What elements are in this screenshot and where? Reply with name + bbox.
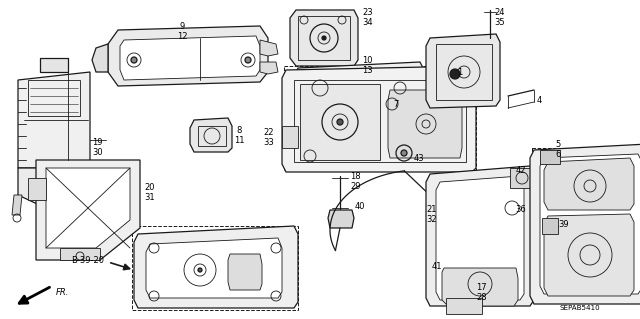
Bar bbox=[302, 74, 416, 102]
Polygon shape bbox=[388, 90, 462, 158]
Polygon shape bbox=[36, 160, 140, 260]
Bar bbox=[284, 66, 476, 170]
Text: 4: 4 bbox=[537, 96, 542, 105]
Polygon shape bbox=[300, 84, 380, 160]
Text: 22
33: 22 33 bbox=[263, 128, 274, 147]
Bar bbox=[132, 226, 298, 310]
Text: B-39-20: B-39-20 bbox=[71, 256, 104, 265]
Bar bbox=[198, 126, 226, 146]
Polygon shape bbox=[40, 58, 68, 72]
Polygon shape bbox=[530, 144, 640, 304]
Circle shape bbox=[131, 57, 137, 63]
Text: 21
32: 21 32 bbox=[426, 205, 436, 224]
Polygon shape bbox=[290, 10, 358, 66]
Polygon shape bbox=[18, 72, 90, 168]
Bar bbox=[436, 44, 492, 100]
Polygon shape bbox=[544, 158, 634, 210]
Polygon shape bbox=[436, 176, 524, 300]
Polygon shape bbox=[426, 34, 500, 108]
Polygon shape bbox=[134, 226, 298, 308]
Text: 1: 1 bbox=[457, 68, 462, 77]
Polygon shape bbox=[28, 178, 46, 200]
Bar bbox=[294, 80, 466, 162]
Polygon shape bbox=[108, 26, 268, 86]
Polygon shape bbox=[120, 36, 260, 80]
Polygon shape bbox=[426, 166, 534, 306]
Polygon shape bbox=[146, 238, 282, 298]
Text: 10
13: 10 13 bbox=[362, 56, 372, 75]
Text: 43: 43 bbox=[414, 154, 424, 163]
Circle shape bbox=[401, 150, 407, 156]
Polygon shape bbox=[328, 210, 354, 228]
Polygon shape bbox=[92, 44, 108, 72]
Polygon shape bbox=[540, 154, 640, 294]
Text: 24
35: 24 35 bbox=[494, 8, 504, 27]
Text: 19
30: 19 30 bbox=[92, 138, 102, 157]
Text: 7: 7 bbox=[393, 100, 398, 109]
Polygon shape bbox=[18, 168, 90, 210]
Polygon shape bbox=[46, 168, 130, 248]
Circle shape bbox=[450, 69, 460, 79]
Text: 36: 36 bbox=[515, 205, 525, 214]
Text: 23
34: 23 34 bbox=[362, 8, 372, 27]
Text: 41: 41 bbox=[432, 262, 442, 271]
Bar bbox=[28, 80, 80, 116]
Polygon shape bbox=[510, 168, 534, 188]
Polygon shape bbox=[540, 150, 560, 164]
Bar bbox=[298, 16, 350, 60]
Polygon shape bbox=[446, 298, 482, 314]
Circle shape bbox=[245, 57, 251, 63]
Polygon shape bbox=[282, 126, 298, 148]
Text: 20
31: 20 31 bbox=[144, 183, 155, 202]
Polygon shape bbox=[442, 268, 518, 306]
Polygon shape bbox=[12, 195, 22, 215]
Circle shape bbox=[337, 119, 343, 125]
Text: 17
28: 17 28 bbox=[476, 283, 486, 302]
Bar bbox=[532, 148, 640, 300]
Text: 8
11: 8 11 bbox=[234, 126, 244, 145]
Polygon shape bbox=[228, 254, 262, 290]
Polygon shape bbox=[190, 118, 232, 152]
Text: 40: 40 bbox=[355, 202, 365, 211]
Polygon shape bbox=[282, 66, 476, 172]
Circle shape bbox=[198, 268, 202, 272]
Polygon shape bbox=[260, 40, 278, 56]
Polygon shape bbox=[542, 218, 558, 234]
Polygon shape bbox=[260, 62, 278, 74]
Polygon shape bbox=[60, 248, 100, 260]
Polygon shape bbox=[544, 214, 634, 296]
Text: 39: 39 bbox=[558, 220, 568, 229]
Circle shape bbox=[322, 36, 326, 40]
Text: 5
6: 5 6 bbox=[555, 140, 561, 159]
Text: 9
12: 9 12 bbox=[177, 22, 188, 41]
Text: 42: 42 bbox=[516, 166, 527, 175]
Polygon shape bbox=[294, 62, 424, 110]
Text: FR.: FR. bbox=[56, 288, 69, 297]
Text: SEPAB5410: SEPAB5410 bbox=[560, 305, 600, 311]
Text: 18
29: 18 29 bbox=[350, 172, 360, 191]
